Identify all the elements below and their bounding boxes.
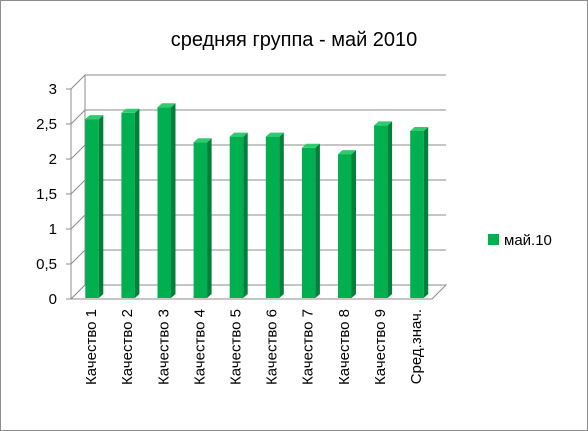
x-tick-label: Качество 8 xyxy=(336,309,353,385)
x-tick-label: Качество 3 xyxy=(155,309,172,385)
x-tick-label: Качество 2 xyxy=(119,309,136,385)
bar-top xyxy=(338,150,356,155)
bar-side xyxy=(171,103,176,298)
bar-top xyxy=(374,121,393,126)
x-tick-label: Качество 1 xyxy=(83,309,100,385)
bar xyxy=(265,132,284,298)
bar-side xyxy=(315,143,320,298)
x-tick-label: Качество 7 xyxy=(300,309,317,385)
y-tick-label: 0,5 xyxy=(36,256,57,273)
bar xyxy=(229,132,248,298)
bar-side xyxy=(351,150,356,298)
chart-title: средняя группа - май 2010 xyxy=(171,29,418,51)
bar xyxy=(121,108,140,298)
bar-front xyxy=(374,125,388,299)
bar-top xyxy=(157,103,176,108)
y-tick-label: 1,5 xyxy=(36,186,57,203)
bar xyxy=(193,138,212,298)
gridline xyxy=(70,74,446,90)
bar xyxy=(157,103,176,298)
y-tick-label: 2,5 xyxy=(36,116,57,133)
y-tick-label: 1 xyxy=(49,221,57,238)
bar-front xyxy=(410,131,424,298)
bar-front xyxy=(193,142,208,298)
x-tick-label: Сред.знач. xyxy=(408,309,425,384)
legend-label: май.10 xyxy=(504,232,552,249)
bar-top xyxy=(265,132,284,137)
bar-side xyxy=(207,138,212,298)
bar-side xyxy=(423,127,429,298)
y-tick-label: 3 xyxy=(49,81,57,98)
bar-front xyxy=(265,136,280,298)
y-tick-label: 0 xyxy=(49,291,57,308)
bar xyxy=(410,127,429,298)
bar-side xyxy=(243,132,248,298)
bar-front xyxy=(121,112,135,298)
bar-side xyxy=(134,108,140,298)
bar-side xyxy=(387,121,393,299)
x-tick-label: Качество 9 xyxy=(372,309,389,385)
bar-top xyxy=(229,132,248,137)
bar-front xyxy=(301,147,316,298)
bar xyxy=(374,121,393,299)
bar xyxy=(85,115,104,298)
bar-front xyxy=(85,119,99,298)
bar-series xyxy=(85,103,429,299)
bar-front xyxy=(157,107,171,298)
x-tick-label: Качество 4 xyxy=(191,309,208,385)
bar-top xyxy=(85,115,104,120)
x-tick-label: Качество 6 xyxy=(264,309,281,385)
x-tick-label: Качество 5 xyxy=(227,309,244,385)
y-tick-label: 2 xyxy=(49,151,57,168)
legend: май.10 xyxy=(488,232,552,249)
bar-side xyxy=(98,115,104,298)
bar xyxy=(301,143,320,298)
bar-top xyxy=(121,108,140,113)
bar-front xyxy=(338,154,352,298)
bar-front xyxy=(229,136,244,298)
legend-swatch xyxy=(488,234,499,245)
bar-top xyxy=(301,143,320,148)
tick-labels: 0 0,5 1 1,5 2 2,5 3 Качество 1 Качество 2 Качеств… xyxy=(36,81,425,385)
bar xyxy=(338,150,356,298)
bar-side xyxy=(279,132,284,298)
bar-top xyxy=(410,127,429,131)
bar-top xyxy=(193,138,212,143)
